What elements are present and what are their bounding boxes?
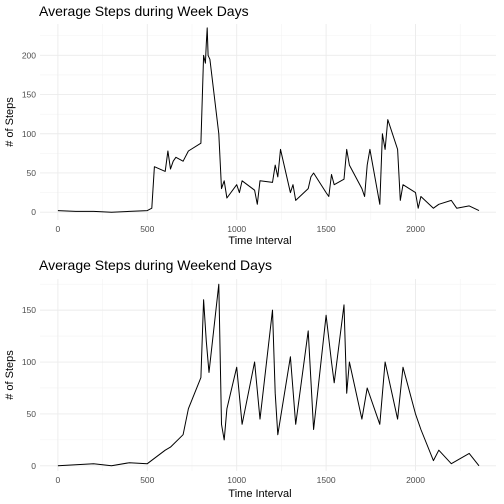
chart-panel-2: 0 500 1000 1500 2000 0 50 100 150 Average Steps d… — [4, 257, 496, 500]
y-tick-label: 200 — [22, 50, 36, 60]
series-line — [57, 283, 480, 467]
chart-panel-1: 0 500 1000 1500 2000 0 50 100 150 200 Average Step… — [4, 3, 496, 247]
x-axis-title: Time Interval — [228, 235, 291, 247]
x-tick-label: 1000 — [227, 224, 246, 234]
x-tick-label: 500 — [140, 475, 154, 485]
x-tick-label: 2000 — [406, 224, 425, 234]
y-tick-label: 0 — [31, 207, 36, 217]
x-tick-label: 0 — [56, 224, 61, 234]
x-tick-label: 1000 — [227, 475, 246, 485]
y-tick-label: 100 — [22, 357, 36, 367]
x-tick-label: 1500 — [317, 224, 336, 234]
chart-title: Average Steps during Weekend Days — [39, 257, 272, 273]
x-tick-label: 2000 — [406, 475, 425, 485]
chart-title: Average Steps during Week Days — [39, 3, 249, 19]
x-tick-label: 0 — [56, 475, 61, 485]
y-tick-label: 150 — [22, 305, 36, 315]
x-tick-label: 1500 — [317, 475, 336, 485]
x-axis-title: Time Interval — [228, 488, 291, 500]
y-tick-label: 100 — [22, 129, 36, 139]
y-axis-title: # of Steps — [4, 350, 16, 400]
series-line — [57, 27, 480, 213]
y-tick-label: 50 — [27, 168, 37, 178]
y-tick-label: 0 — [31, 461, 36, 471]
y-tick-label: 150 — [22, 90, 36, 100]
x-tick-label: 500 — [140, 224, 154, 234]
y-tick-label: 50 — [27, 409, 37, 419]
y-axis-title: # of Steps — [4, 97, 16, 147]
